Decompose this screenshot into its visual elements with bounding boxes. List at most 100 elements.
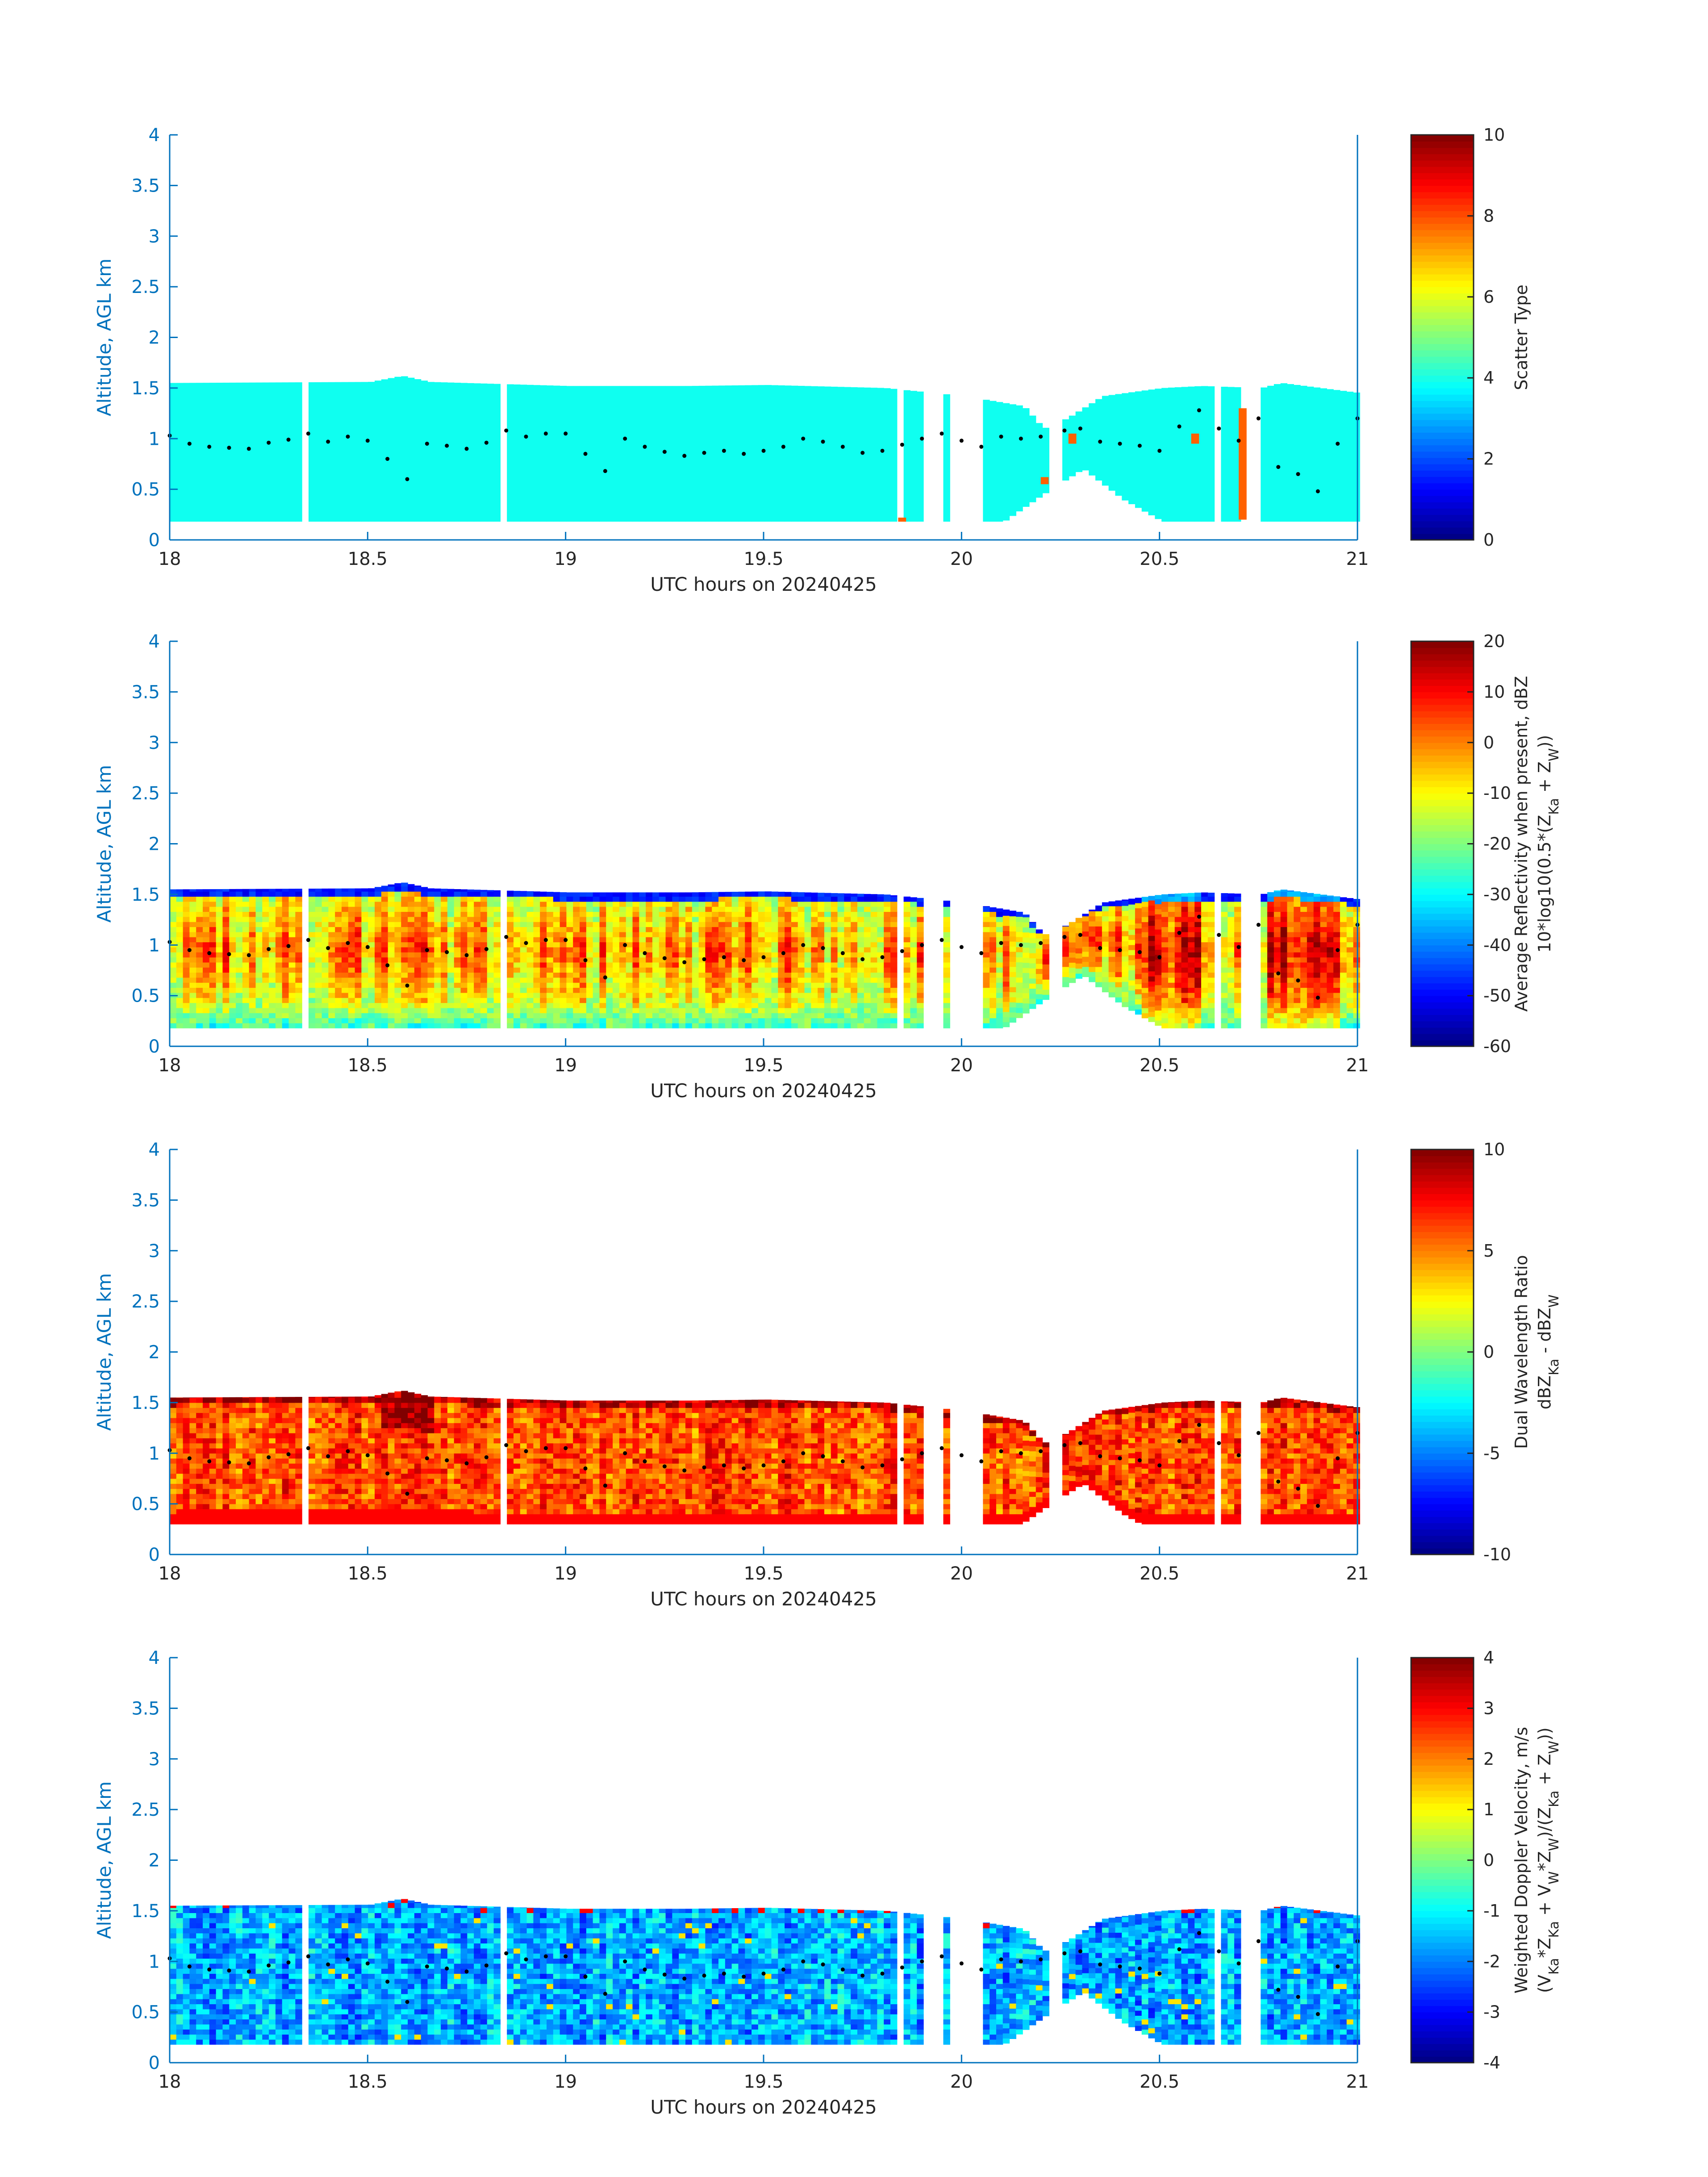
heatmap-cell (844, 1007, 851, 1013)
heatmap-cell (718, 1013, 726, 1019)
heatmap-cell (341, 967, 349, 973)
heatmap-cell (414, 927, 422, 932)
heatmap-cell (884, 927, 891, 932)
heatmap-cell (249, 916, 256, 922)
heatmap-cell (679, 916, 686, 922)
heatmap-cell (771, 992, 778, 998)
heatmap-cell (447, 1007, 455, 1013)
heatmap-cell (1234, 982, 1241, 988)
heatmap-cell (315, 922, 322, 928)
heatmap-cell (606, 1023, 613, 1028)
heatmap-cell (943, 927, 950, 932)
scatter-column (368, 382, 375, 522)
heatmap-cell (209, 942, 217, 948)
heatmap-cell (639, 1018, 646, 1024)
heatmap-cell (1313, 901, 1321, 907)
heatmap-cell (771, 957, 778, 963)
heatmap-cell (441, 957, 448, 963)
heatmap-cell (996, 952, 1003, 958)
scatter-column (1023, 408, 1030, 507)
heatmap-cell (606, 896, 613, 902)
heatmap-cell (1221, 916, 1228, 922)
colorbar-step (1411, 692, 1474, 699)
heatmap-cell (1327, 972, 1334, 978)
heatmap-cell (474, 922, 481, 928)
heatmap-cell (877, 962, 884, 968)
heatmap-cell (189, 1023, 196, 1028)
scatter-column (731, 385, 739, 522)
heatmap-cell (348, 942, 355, 948)
heatmap-cell (183, 1463, 190, 1469)
heatmap-cell (870, 987, 877, 993)
heatmap-cell (725, 932, 732, 937)
heatmap-cell (884, 947, 891, 953)
heatmap-cell (580, 1007, 587, 1013)
heatmap-cell (890, 932, 898, 937)
cloud-base-dot (1137, 443, 1142, 448)
heatmap-cell (1307, 982, 1314, 988)
heatmap-cell (467, 977, 474, 983)
heatmap-cell (903, 1013, 911, 1019)
heatmap-cell (1089, 957, 1096, 962)
heatmap-cell (553, 987, 560, 993)
heatmap-cell (698, 1013, 706, 1019)
heatmap-cell (269, 967, 276, 973)
heatmap-cell (877, 937, 884, 943)
heatmap-cell (269, 916, 276, 922)
heatmap-cell (1201, 1013, 1208, 1019)
heatmap-cell (580, 901, 587, 907)
heatmap-cell (474, 907, 481, 912)
heatmap-cell (679, 977, 686, 983)
heatmap-cell (1029, 948, 1036, 953)
heatmap-cell (255, 891, 263, 897)
cloud-base-dot (623, 436, 627, 441)
heatmap-cell (1148, 996, 1155, 1002)
heatmap-cell (646, 922, 653, 928)
heatmap-cell (1095, 931, 1102, 937)
heatmap-cell (427, 922, 434, 928)
heatmap-cell (1009, 1002, 1016, 1007)
heatmap-cell (1062, 966, 1069, 972)
heatmap-cell (864, 1013, 871, 1019)
heatmap-cell (533, 998, 540, 1003)
heatmap-cell (493, 957, 501, 963)
heatmap-cell (447, 977, 455, 983)
heatmap-cell (632, 892, 639, 897)
heatmap-cell (434, 927, 441, 932)
heatmap-cell (421, 937, 428, 943)
heatmap-cell (1148, 1007, 1155, 1012)
colorbar-frame (1410, 134, 1474, 541)
heatmap-cell (745, 907, 752, 912)
heatmap-cell (718, 911, 726, 917)
heatmap-cell (189, 1397, 196, 1398)
heatmap-cell (176, 942, 184, 948)
heatmap-cell (785, 937, 792, 943)
heatmap-cell (236, 967, 243, 973)
heatmap-cell (176, 972, 184, 978)
heatmap-cell (712, 982, 719, 988)
heatmap-cell (910, 957, 917, 963)
heatmap-cell (1009, 972, 1016, 977)
heatmap-cell (183, 957, 190, 963)
heatmap-cell (394, 1007, 401, 1013)
heatmap-cell (692, 1023, 699, 1028)
heatmap-cell (229, 947, 236, 953)
heatmap-cell (903, 982, 911, 988)
heatmap-cell (341, 932, 349, 937)
heatmap-cell (1267, 922, 1274, 928)
heatmap-cell (1002, 986, 1010, 992)
heatmap-cell (1029, 988, 1036, 994)
heatmap-cell (857, 901, 864, 907)
heatmap-cell (493, 911, 501, 917)
heatmap-cell (255, 977, 263, 983)
heatmap-cell (1002, 951, 1010, 957)
heatmap-cell (288, 911, 296, 917)
heatmap-cell (1287, 962, 1294, 968)
heatmap-cell (665, 937, 672, 943)
heatmap-cell (771, 987, 778, 993)
heatmap-cell (659, 987, 666, 993)
heatmap-cell (295, 889, 302, 892)
heatmap-cell (209, 911, 217, 917)
